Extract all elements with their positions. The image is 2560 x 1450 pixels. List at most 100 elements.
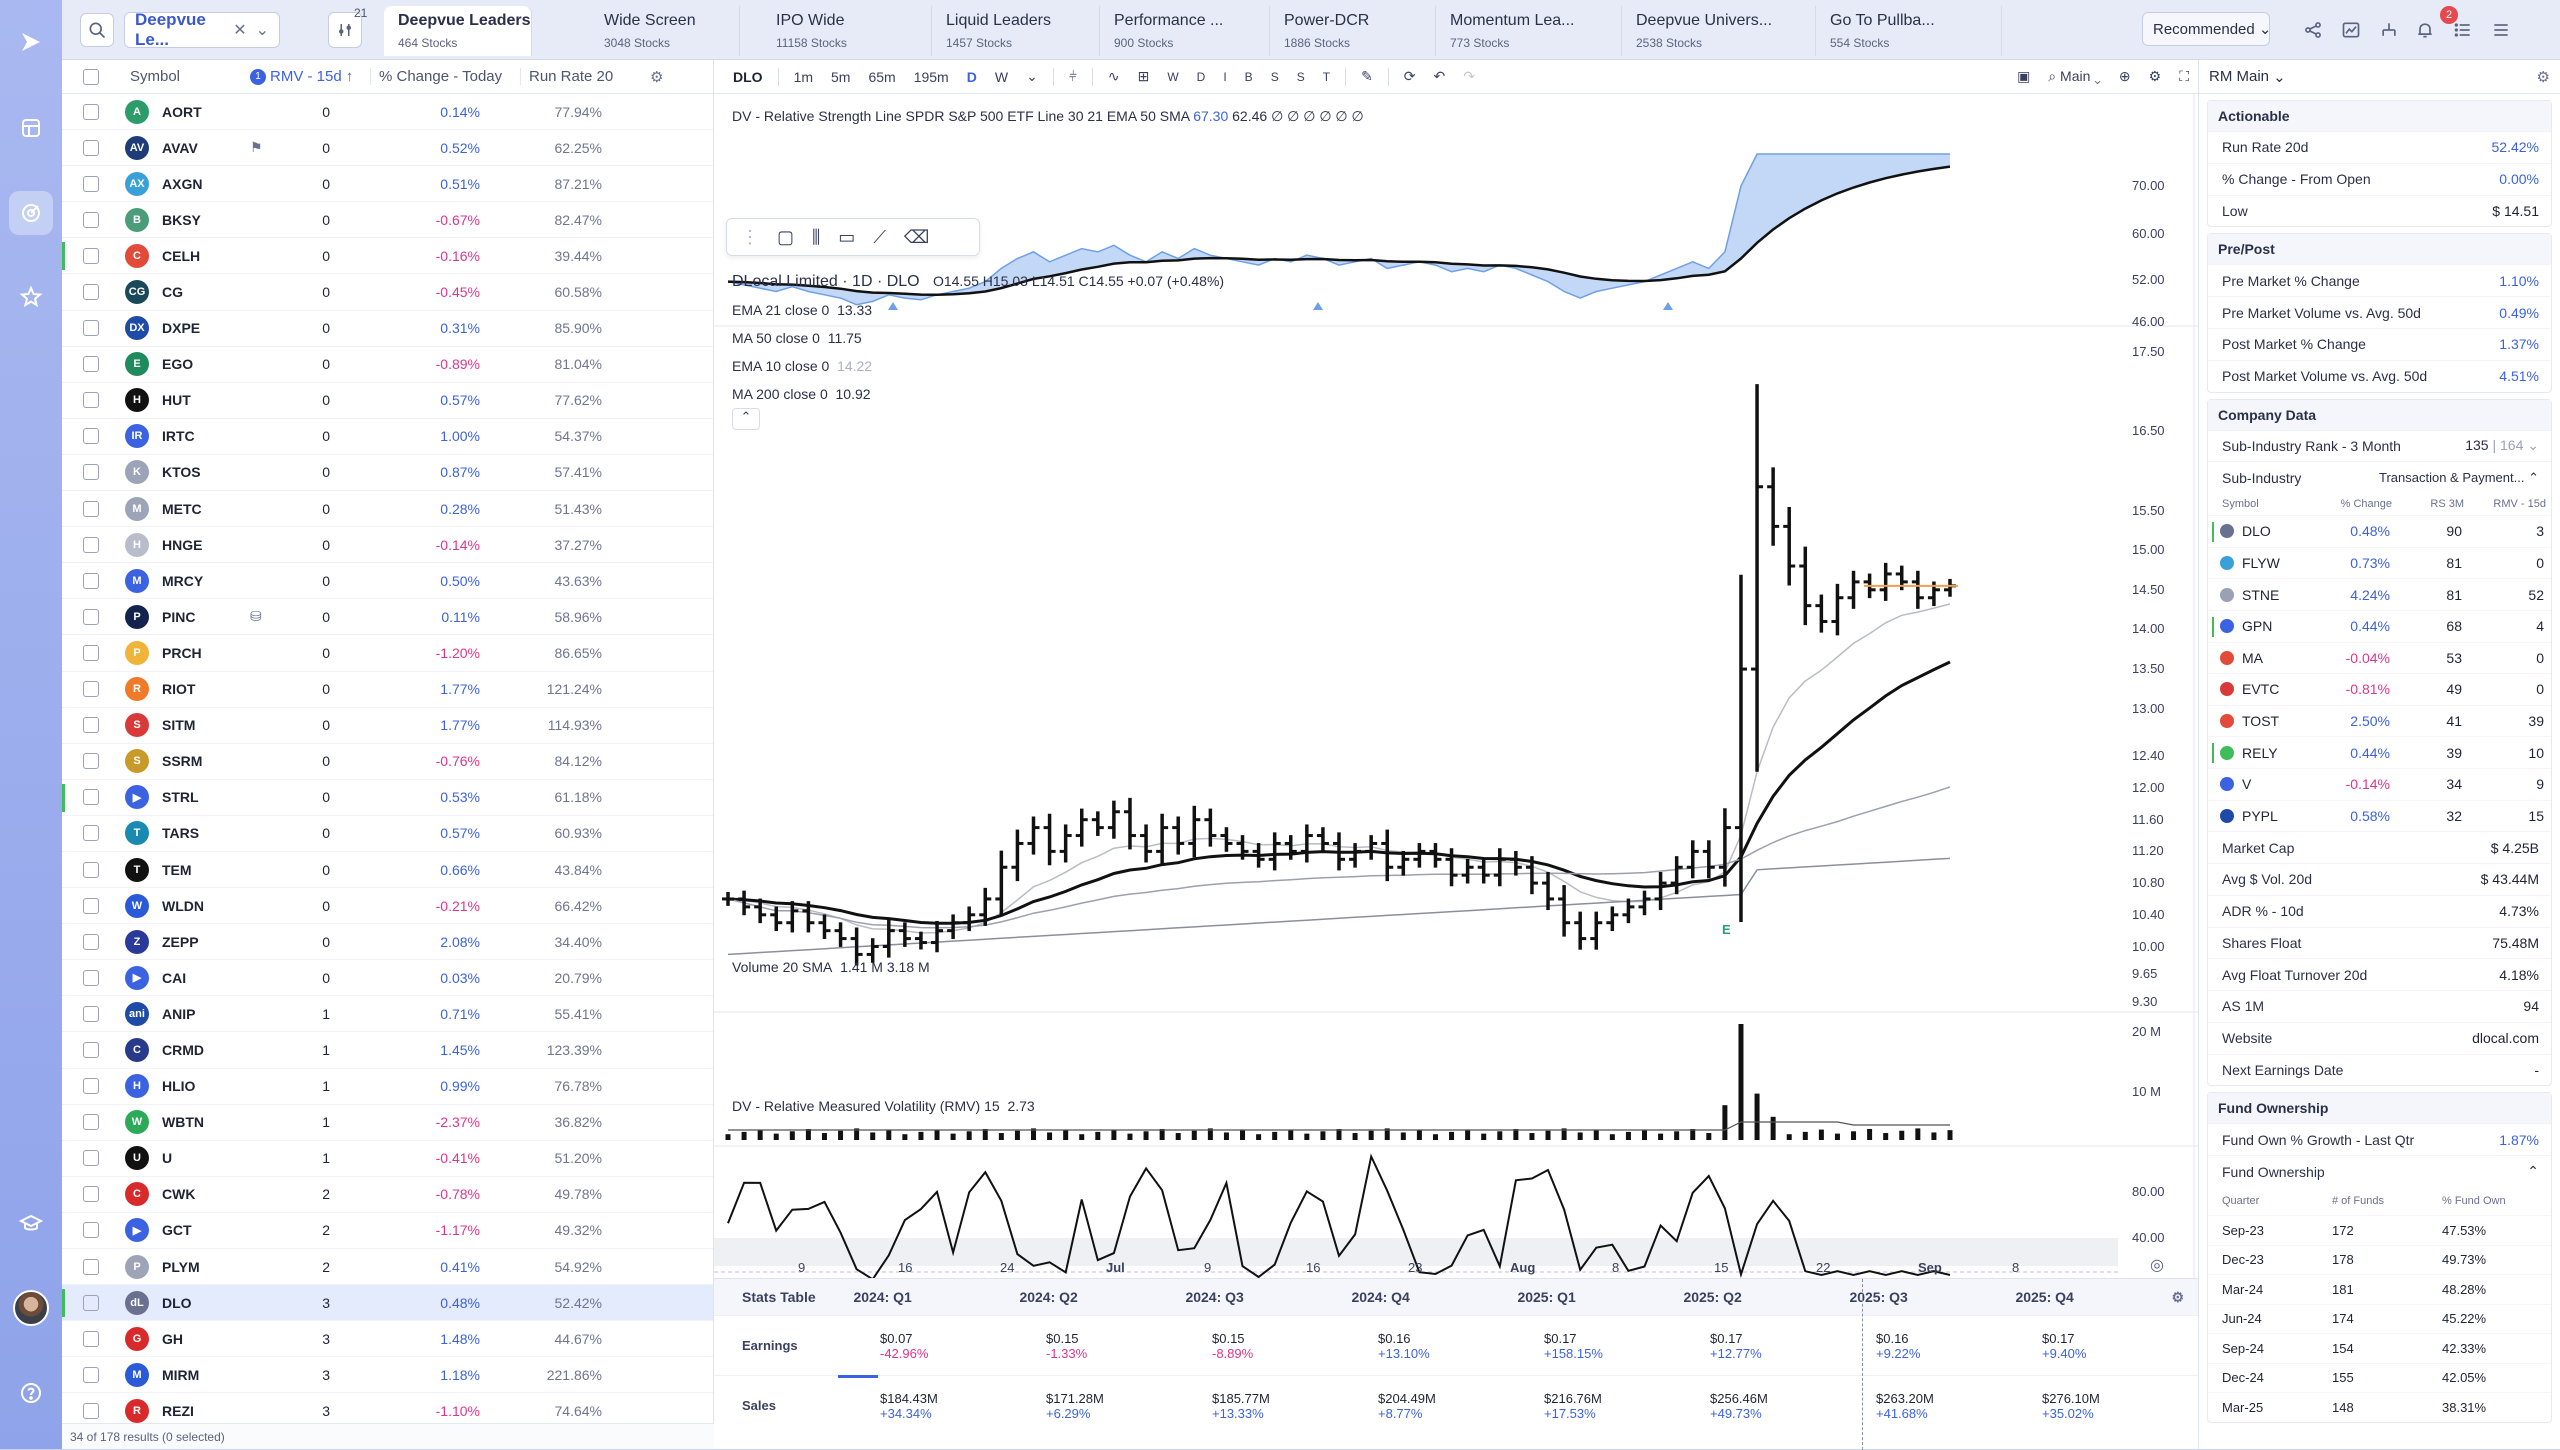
peer-row[interactable]: PYPL 0.58% 32 15 — [2208, 799, 2551, 832]
table-row[interactable]: R RIOT 0 1.77% 121.24% — [62, 672, 713, 708]
flag-icon[interactable]: ⚑ — [250, 139, 263, 156]
table-row[interactable]: B BKSY 0 -0.67% 82.47% — [62, 202, 713, 239]
col-symbol[interactable]: Symbol — [130, 68, 181, 85]
row-symbol[interactable]: HNGE — [162, 536, 203, 553]
zoom-icon[interactable]: ⊕ — [2118, 68, 2131, 84]
menu-icon[interactable] — [2484, 13, 2518, 47]
col-runrate[interactable]: Run Rate 20 — [520, 68, 650, 85]
peer-row[interactable]: MA -0.04% 53 0 — [2208, 641, 2551, 674]
table-row[interactable]: C CWK 2 -0.78% 49.78% — [62, 1177, 713, 1213]
peer-symbol[interactable]: PYPL — [2242, 807, 2278, 824]
draw-pen-icon[interactable]: ✎ — [1361, 68, 1373, 84]
sort-select[interactable]: Recommended ⌄ — [2142, 12, 2271, 46]
help-icon[interactable] — [9, 1371, 53, 1415]
row-checkbox[interactable] — [83, 284, 99, 301]
timeframe-65m[interactable]: 65m — [868, 68, 896, 85]
period-d[interactable]: D — [1196, 69, 1206, 84]
row-symbol[interactable]: U — [162, 1150, 173, 1167]
fullscreen-icon[interactable]: ⛶ — [2179, 68, 2189, 84]
table-row[interactable]: C CRMD 1 1.45% 123.39% — [62, 1032, 713, 1069]
row-symbol[interactable]: IRTC — [162, 428, 195, 445]
table-row[interactable]: ▶ CAI 0 0.03% 20.79% — [62, 960, 713, 997]
refresh-icon[interactable]: ⟳ — [1403, 68, 1416, 84]
col-change[interactable]: % Change - Today — [370, 68, 520, 85]
period-s1[interactable]: S — [1270, 69, 1279, 84]
row-checkbox[interactable] — [83, 1366, 99, 1383]
table-row[interactable]: CG CG 0 -0.45% 60.58% — [62, 274, 713, 311]
row-checkbox[interactable] — [83, 536, 99, 553]
chart-symbol[interactable]: DLO — [733, 68, 763, 85]
trendline-tool-icon[interactable]: ⟋ — [873, 226, 886, 247]
table-row[interactable]: P PINC ⛁ 0 0.11% 58.96% — [62, 599, 713, 636]
row-symbol[interactable]: PLYM — [162, 1258, 200, 1275]
row-checkbox[interactable] — [83, 753, 99, 770]
table-row[interactable]: W WBTN 1 -2.37% 36.82% — [62, 1105, 713, 1141]
peer-row[interactable]: GPN 0.44% 68 4 — [2208, 609, 2551, 642]
tab-performance[interactable]: Performance ... 900 Stocks — [1100, 6, 1270, 56]
watchlists-icon[interactable] — [9, 106, 53, 150]
row-symbol[interactable]: AVAV — [162, 139, 198, 156]
tab-ipo-wide[interactable]: IPO Wide 11158 Stocks — [762, 6, 932, 56]
row-checkbox[interactable] — [83, 320, 99, 337]
row-symbol[interactable]: HUT — [162, 392, 191, 409]
data-panel-title[interactable]: RM Main — [2209, 68, 2270, 85]
peer-symbol[interactable]: MA — [2242, 649, 2263, 666]
chart-settings-gear-icon[interactable]: ⚙ — [2148, 68, 2162, 84]
row-checkbox[interactable] — [83, 1258, 99, 1275]
row-symbol[interactable]: ANIP — [162, 1005, 196, 1022]
fund-ownership-toggle[interactable]: Fund Ownership ⌃ — [2208, 1155, 2551, 1187]
row-checkbox[interactable] — [83, 1402, 99, 1419]
row-checkbox[interactable] — [83, 356, 99, 373]
table-row[interactable]: H HLIO 1 0.99% 76.78% — [62, 1069, 713, 1105]
list-view-icon[interactable] — [2446, 13, 2480, 47]
row-checkbox[interactable] — [83, 500, 99, 517]
peer-symbol[interactable]: FLYW — [2242, 555, 2280, 572]
tab-liquid-leaders[interactable]: Liquid Leaders 1457 Stocks — [932, 6, 1100, 56]
table-row[interactable]: ▶ GCT 2 -1.17% 49.32% — [62, 1213, 713, 1249]
screens-icon[interactable] — [9, 191, 53, 235]
peer-symbol[interactable]: STNE — [2242, 586, 2280, 603]
table-row[interactable]: IR IRTC 0 1.00% 54.37% — [62, 419, 713, 455]
row-symbol[interactable]: WBTN — [162, 1114, 204, 1131]
tab-wide-screen[interactable]: Wide Screen 3048 Stocks — [590, 6, 740, 56]
row-symbol[interactable]: CRMD — [162, 1041, 204, 1058]
tab-go-to-pullback[interactable]: Go To Pullba... 554 Stocks — [1816, 6, 2002, 56]
row-symbol[interactable]: GH — [162, 1330, 183, 1347]
candle-tool-icon[interactable]: ⫼ — [812, 226, 821, 247]
table-row[interactable]: P PLYM 2 0.41% 54.92% — [62, 1249, 713, 1286]
table-row[interactable]: G GH 3 1.48% 44.67% — [62, 1321, 713, 1358]
table-row[interactable]: E EGO 0 -0.89% 81.04% — [62, 347, 713, 383]
column-settings-gear-icon[interactable]: ⚙ — [650, 68, 664, 86]
table-row[interactable]: W WLDN 0 -0.21% 66.42% — [62, 888, 713, 925]
user-avatar[interactable] — [13, 1290, 49, 1326]
screen-select[interactable]: Deepvue Le... ✕ ⌄ — [124, 10, 280, 49]
row-symbol[interactable]: CAI — [162, 969, 187, 986]
indicators-icon[interactable]: ∿ — [1107, 68, 1120, 84]
row-checkbox[interactable] — [83, 969, 99, 986]
row-symbol[interactable]: STRL — [162, 789, 199, 806]
row-symbol[interactable]: AORT — [162, 103, 202, 120]
row-symbol[interactable]: TARS — [162, 825, 200, 842]
filter-button[interactable] — [328, 12, 362, 48]
row-symbol[interactable]: RIOT — [162, 681, 196, 698]
period-b[interactable]: B — [1244, 69, 1253, 84]
tab-deepvue-universe[interactable]: Deepvue Univers... 2538 Stocks — [1622, 6, 1816, 56]
table-row[interactable]: ▶ STRL 0 0.53% 61.18% — [62, 780, 713, 816]
peer-row[interactable]: TOST 2.50% 41 39 — [2208, 704, 2551, 737]
undo-icon[interactable]: ↶ — [1433, 68, 1446, 84]
layout-select[interactable]: ⌕ Main ⌄ — [2048, 68, 2101, 84]
bar-style-icon[interactable]: ⫩ — [1068, 68, 1077, 84]
row-checkbox[interactable] — [83, 933, 99, 950]
row-symbol[interactable]: AXGN — [162, 175, 203, 192]
peer-row[interactable]: FLYW 0.73% 81 0 — [2208, 546, 2551, 579]
row-checkbox[interactable] — [83, 789, 99, 806]
eraser-tool-icon[interactable]: ⌫ — [903, 226, 930, 247]
clear-icon[interactable]: ✕ ⌄ — [233, 22, 269, 39]
peer-row[interactable]: EVTC -0.81% 49 0 — [2208, 673, 2551, 705]
period-i[interactable]: I — [1223, 69, 1227, 84]
row-checkbox[interactable] — [83, 681, 99, 698]
peer-row[interactable]: STNE 4.24% 81 52 — [2208, 578, 2551, 610]
row-symbol[interactable]: PRCH — [162, 644, 202, 661]
tree-view-icon[interactable] — [2372, 13, 2406, 47]
table-row[interactable]: P PRCH 0 -1.20% 86.65% — [62, 635, 713, 672]
